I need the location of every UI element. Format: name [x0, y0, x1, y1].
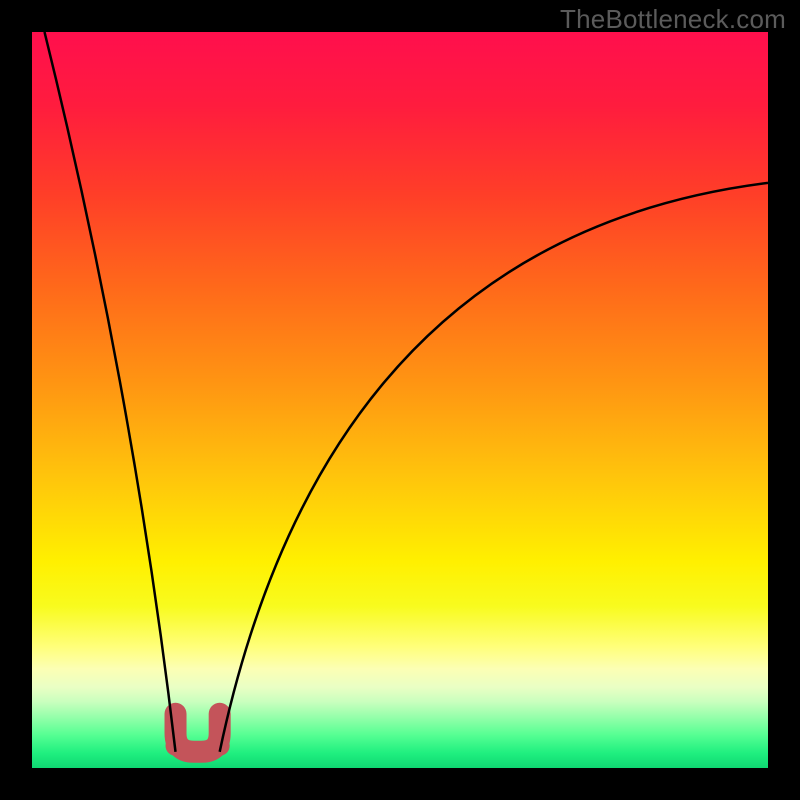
watermark-text: TheBottleneck.com	[560, 4, 786, 35]
plot-area	[32, 32, 768, 768]
stage: TheBottleneck.com	[0, 0, 800, 800]
curve-left-branch	[45, 32, 176, 752]
curve-layer	[32, 32, 768, 768]
curve-right-branch	[220, 183, 768, 752]
